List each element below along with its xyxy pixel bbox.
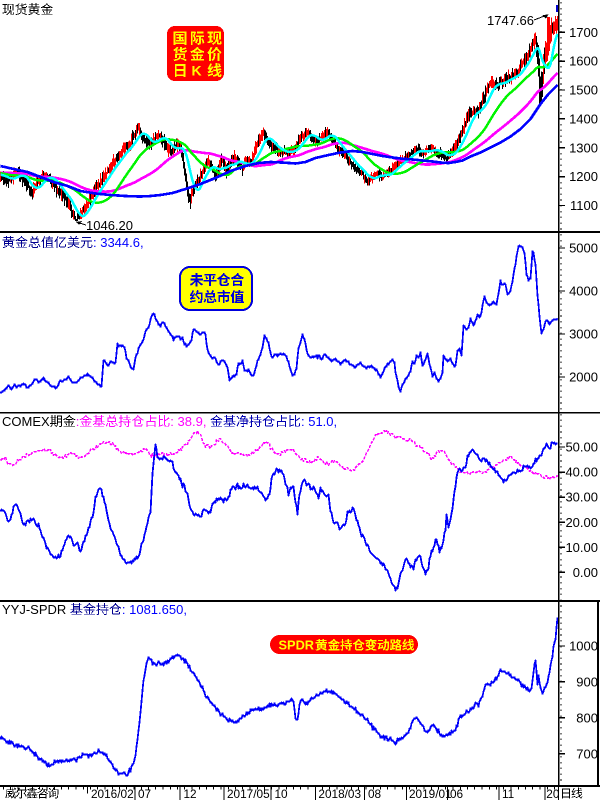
svg-text:1046.20: 1046.20 xyxy=(86,218,133,233)
svg-text:1100: 1100 xyxy=(570,198,598,213)
svg-text:4000: 4000 xyxy=(569,284,598,299)
svg-text:1500: 1500 xyxy=(569,83,598,98)
svg-text:800: 800 xyxy=(576,710,598,725)
svg-text:YYJ-SPDR: YYJ-SPDR xyxy=(2,602,66,617)
svg-text::: : xyxy=(76,414,80,429)
svg-text:2018/03: 2018/03 xyxy=(318,787,361,800)
svg-text:: 38.9,: : 38.9, xyxy=(170,414,206,429)
svg-text:5000: 5000 xyxy=(569,241,598,256)
svg-text:2019/01: 2019/01 xyxy=(409,787,452,800)
svg-text:2000: 2000 xyxy=(569,370,598,385)
svg-text:COMEX: COMEX xyxy=(2,414,50,429)
svg-text:: 3344.6,: : 3344.6, xyxy=(93,235,144,250)
svg-text:1700: 1700 xyxy=(569,25,598,40)
svg-text:: 1081.650,: : 1081.650, xyxy=(122,602,187,617)
svg-text:30.00: 30.00 xyxy=(565,490,598,505)
svg-text:1747.66: 1747.66 xyxy=(487,13,534,28)
svg-text:1300: 1300 xyxy=(569,140,598,155)
svg-text:1600: 1600 xyxy=(569,54,598,69)
svg-text:2016/02: 2016/02 xyxy=(91,787,134,800)
svg-text:2017/05: 2017/05 xyxy=(227,787,270,800)
svg-text:900: 900 xyxy=(576,675,598,690)
svg-text:10.00: 10.00 xyxy=(565,540,598,555)
svg-text:20.00: 20.00 xyxy=(565,515,598,530)
svg-text:10: 10 xyxy=(275,787,289,800)
svg-text:3000: 3000 xyxy=(569,327,598,342)
svg-text:20: 20 xyxy=(546,787,560,800)
svg-text:40.00: 40.00 xyxy=(565,465,598,480)
svg-text:700: 700 xyxy=(576,746,598,761)
svg-text:12: 12 xyxy=(184,787,197,800)
svg-text:08: 08 xyxy=(368,787,382,800)
svg-text:SPDR: SPDR xyxy=(279,637,315,652)
svg-text:11: 11 xyxy=(502,787,514,800)
svg-text:07: 07 xyxy=(138,787,151,800)
svg-text:: 51.0,: : 51.0, xyxy=(301,414,337,429)
svg-text:0.00: 0.00 xyxy=(573,565,598,580)
svg-text:1200: 1200 xyxy=(569,169,598,184)
svg-text:06: 06 xyxy=(450,787,464,800)
svg-text:K: K xyxy=(192,63,202,79)
svg-text:1000: 1000 xyxy=(569,639,598,654)
svg-text:1400: 1400 xyxy=(569,112,598,127)
svg-text:50.00: 50.00 xyxy=(565,440,598,455)
